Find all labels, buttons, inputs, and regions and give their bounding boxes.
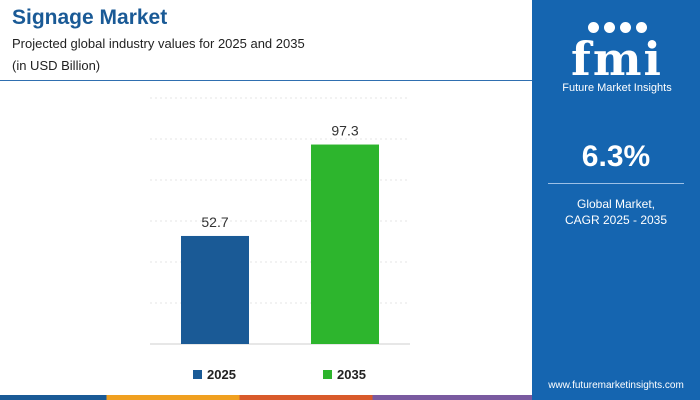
legend-swatch-2035 (323, 370, 332, 379)
cagr-period: CAGR 2025 - 2035 (564, 213, 668, 227)
legend-swatch-2025 (193, 370, 202, 379)
bar-2035 (311, 144, 379, 344)
chart-units: (in USD Billion) (12, 58, 101, 73)
logo-dots-icon (588, 20, 658, 34)
chart-panel: Signage Market Projected global industry… (0, 6, 532, 382)
website-link[interactable]: www.futuremarketinsights.com (548, 380, 684, 391)
legend-label-2025: 2025 (207, 367, 236, 382)
header-divider (0, 80, 532, 81)
legend-label-2035: 2035 (337, 367, 366, 382)
logo-wordmark: fmi (571, 32, 663, 86)
bottom-color-bar (0, 395, 532, 400)
info-panel: fmi Future Market Insights 6.3% Global M… (532, 0, 700, 400)
bar-2025 (181, 235, 249, 344)
cagr-value: 6.3% (581, 140, 651, 173)
bar-chart: 52.7 97.3 2025 2035 (150, 97, 410, 382)
chart-title: Signage Market (12, 6, 168, 29)
data-label-2025: 52.7 (201, 214, 228, 230)
data-label-2035: 97.3 (331, 123, 358, 139)
chart-subtitle: Projected global industry values for 202… (12, 36, 305, 51)
cagr-divider (548, 183, 684, 184)
logo-caption: Future Market Insights (562, 82, 672, 94)
cagr-label: Global Market, (576, 197, 656, 211)
fmi-logo: fmi Future Market Insights (562, 12, 672, 98)
